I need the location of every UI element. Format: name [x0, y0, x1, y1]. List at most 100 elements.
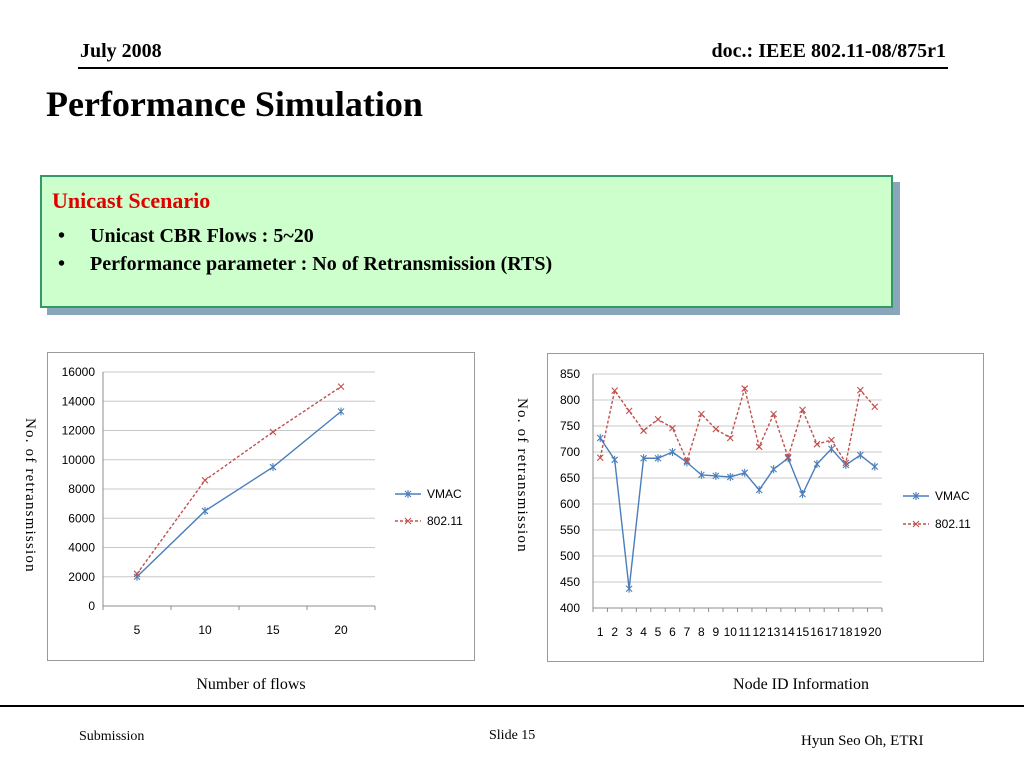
- left-chart-x-axis-title: Number of flows: [196, 676, 306, 693]
- data-point-802-11: [784, 453, 792, 461]
- x-tick-label: 12: [752, 625, 766, 639]
- data-point-vmac: [669, 448, 676, 456]
- data-point-802-11: [596, 454, 604, 462]
- y-tick-label: 16000: [62, 365, 96, 379]
- data-point-802-11: [625, 407, 633, 415]
- flows-chart-plot: 0 2000 4000 6000 8000 10000 12000 14000 16000 5 10…: [62, 365, 464, 637]
- x-tick-label: 9: [712, 625, 719, 639]
- footer-author: Hyun Seo Oh, ETRI: [801, 733, 924, 749]
- y-tick-label: 12000: [62, 424, 96, 438]
- data-point-vmac: [611, 455, 619, 464]
- y-tick-label: 550: [560, 523, 580, 537]
- data-point-802-11: [770, 410, 778, 418]
- data-point-802-11: [828, 436, 835, 444]
- x-tick-label: 7: [684, 625, 691, 639]
- data-point-802-11: [741, 385, 749, 392]
- x-tick-label: 16: [810, 625, 824, 639]
- x-tick-label: 17: [825, 625, 839, 639]
- data-point-802-11: [856, 386, 864, 394]
- data-point-vmac: [871, 462, 879, 471]
- legend-label-vmac: VMAC: [935, 489, 970, 503]
- y-tick-label: 6000: [68, 511, 95, 525]
- x-tick-label: 6: [669, 625, 676, 639]
- y-tick-label: 750: [560, 419, 580, 433]
- y-tick-label: 0: [88, 599, 95, 613]
- data-point-vmac: [712, 471, 720, 480]
- y-tick-label: 400: [560, 601, 580, 615]
- data-point-vmac: [755, 485, 763, 494]
- x-tick-label: 11: [738, 625, 751, 639]
- x-tick-label: 3: [626, 625, 633, 639]
- data-point-802-11: [755, 443, 763, 451]
- data-point-vmac: [799, 490, 806, 499]
- header-rule: [78, 67, 948, 69]
- header-doc-id: doc.: IEEE 802.11-08/875r1: [711, 40, 946, 62]
- data-point-vmac: [856, 451, 864, 460]
- data-point-802-11: [201, 476, 209, 484]
- data-point-802-11: [842, 459, 850, 467]
- data-point-802-11: [640, 427, 647, 435]
- y-tick-label: 450: [560, 575, 580, 589]
- x-tick-label: 5: [134, 623, 141, 637]
- y-tick-label: 650: [560, 471, 580, 485]
- x-tick-label: 15: [266, 623, 280, 637]
- data-point-802-11: [683, 457, 691, 465]
- bullet-item: • Unicast CBR Flows : 5~20: [42, 225, 891, 249]
- node-id-chart: 400 450 500 550 600 650 700 750 800 850 1 2 3 4 5 6 7 8 9 1…: [547, 353, 984, 662]
- y-tick-label: 850: [560, 367, 580, 381]
- footer-slide-number: Slide 15: [489, 728, 536, 743]
- flows-chart: 0 2000 4000 6000 8000 10000 12000 14000 16000 5 10…: [47, 352, 475, 661]
- x-tick-label: 8: [698, 625, 705, 639]
- data-point-802-11: [654, 415, 662, 423]
- data-point-vmac: [813, 459, 821, 468]
- y-tick-label: 4000: [68, 541, 95, 555]
- data-point-802-11: [669, 424, 676, 432]
- legend-marker-802-11: [912, 520, 920, 528]
- data-point-vmac: [201, 506, 209, 515]
- data-point-802-11: [871, 403, 879, 411]
- x-tick-label: 19: [854, 625, 868, 639]
- data-point-vmac: [337, 407, 345, 416]
- x-tick-label: 18: [839, 625, 853, 639]
- x-tick-label: 14: [781, 625, 795, 639]
- series-line-802-11: [136, 386, 342, 575]
- legend-marker-vmac: [912, 492, 920, 500]
- legend-label-802-11: 802.11: [935, 517, 971, 531]
- data-point-vmac: [828, 444, 835, 453]
- data-point-vmac: [697, 470, 705, 479]
- data-point-vmac: [654, 454, 662, 463]
- x-tick-label: 13: [767, 625, 781, 639]
- legend-label-vmac: VMAC: [427, 487, 462, 501]
- right-chart-y-axis-title: No. of retransmission: [514, 398, 530, 553]
- data-point-802-11: [813, 440, 821, 448]
- data-point-vmac: [269, 463, 277, 472]
- y-tick-label: 14000: [62, 394, 96, 408]
- bullet-marker: •: [58, 225, 66, 247]
- data-point-vmac: [625, 584, 633, 593]
- data-point-802-11: [712, 425, 720, 433]
- right-chart-x-axis-title: Node ID Information: [733, 676, 869, 693]
- scenario-heading: Unicast Scenario: [52, 188, 211, 213]
- x-tick-label: 1: [597, 625, 604, 639]
- data-point-802-11: [337, 383, 345, 391]
- legend-marker-vmac: [404, 490, 412, 498]
- slide-title: Performance Simulation: [46, 84, 423, 124]
- left-chart-y-axis-title: No. of retransmission: [22, 418, 38, 573]
- header-date: July 2008: [80, 40, 162, 62]
- data-point-vmac: [640, 454, 647, 463]
- bullet-text: Performance parameter : No of Retransmis…: [90, 253, 553, 275]
- bullet-text: Unicast CBR Flows : 5~20: [90, 225, 314, 247]
- y-tick-label: 500: [560, 549, 580, 563]
- data-point-802-11: [611, 387, 619, 395]
- x-tick-label: 4: [640, 625, 647, 639]
- y-tick-label: 10000: [62, 453, 96, 467]
- series-line-vmac: [136, 410, 342, 578]
- data-point-802-11: [269, 428, 277, 436]
- data-point-802-11: [726, 434, 734, 442]
- y-tick-label: 2000: [68, 570, 95, 584]
- x-tick-label: 2: [611, 625, 618, 639]
- data-point-802-11: [133, 570, 141, 578]
- data-point-vmac: [726, 472, 734, 481]
- y-tick-label: 700: [560, 445, 580, 459]
